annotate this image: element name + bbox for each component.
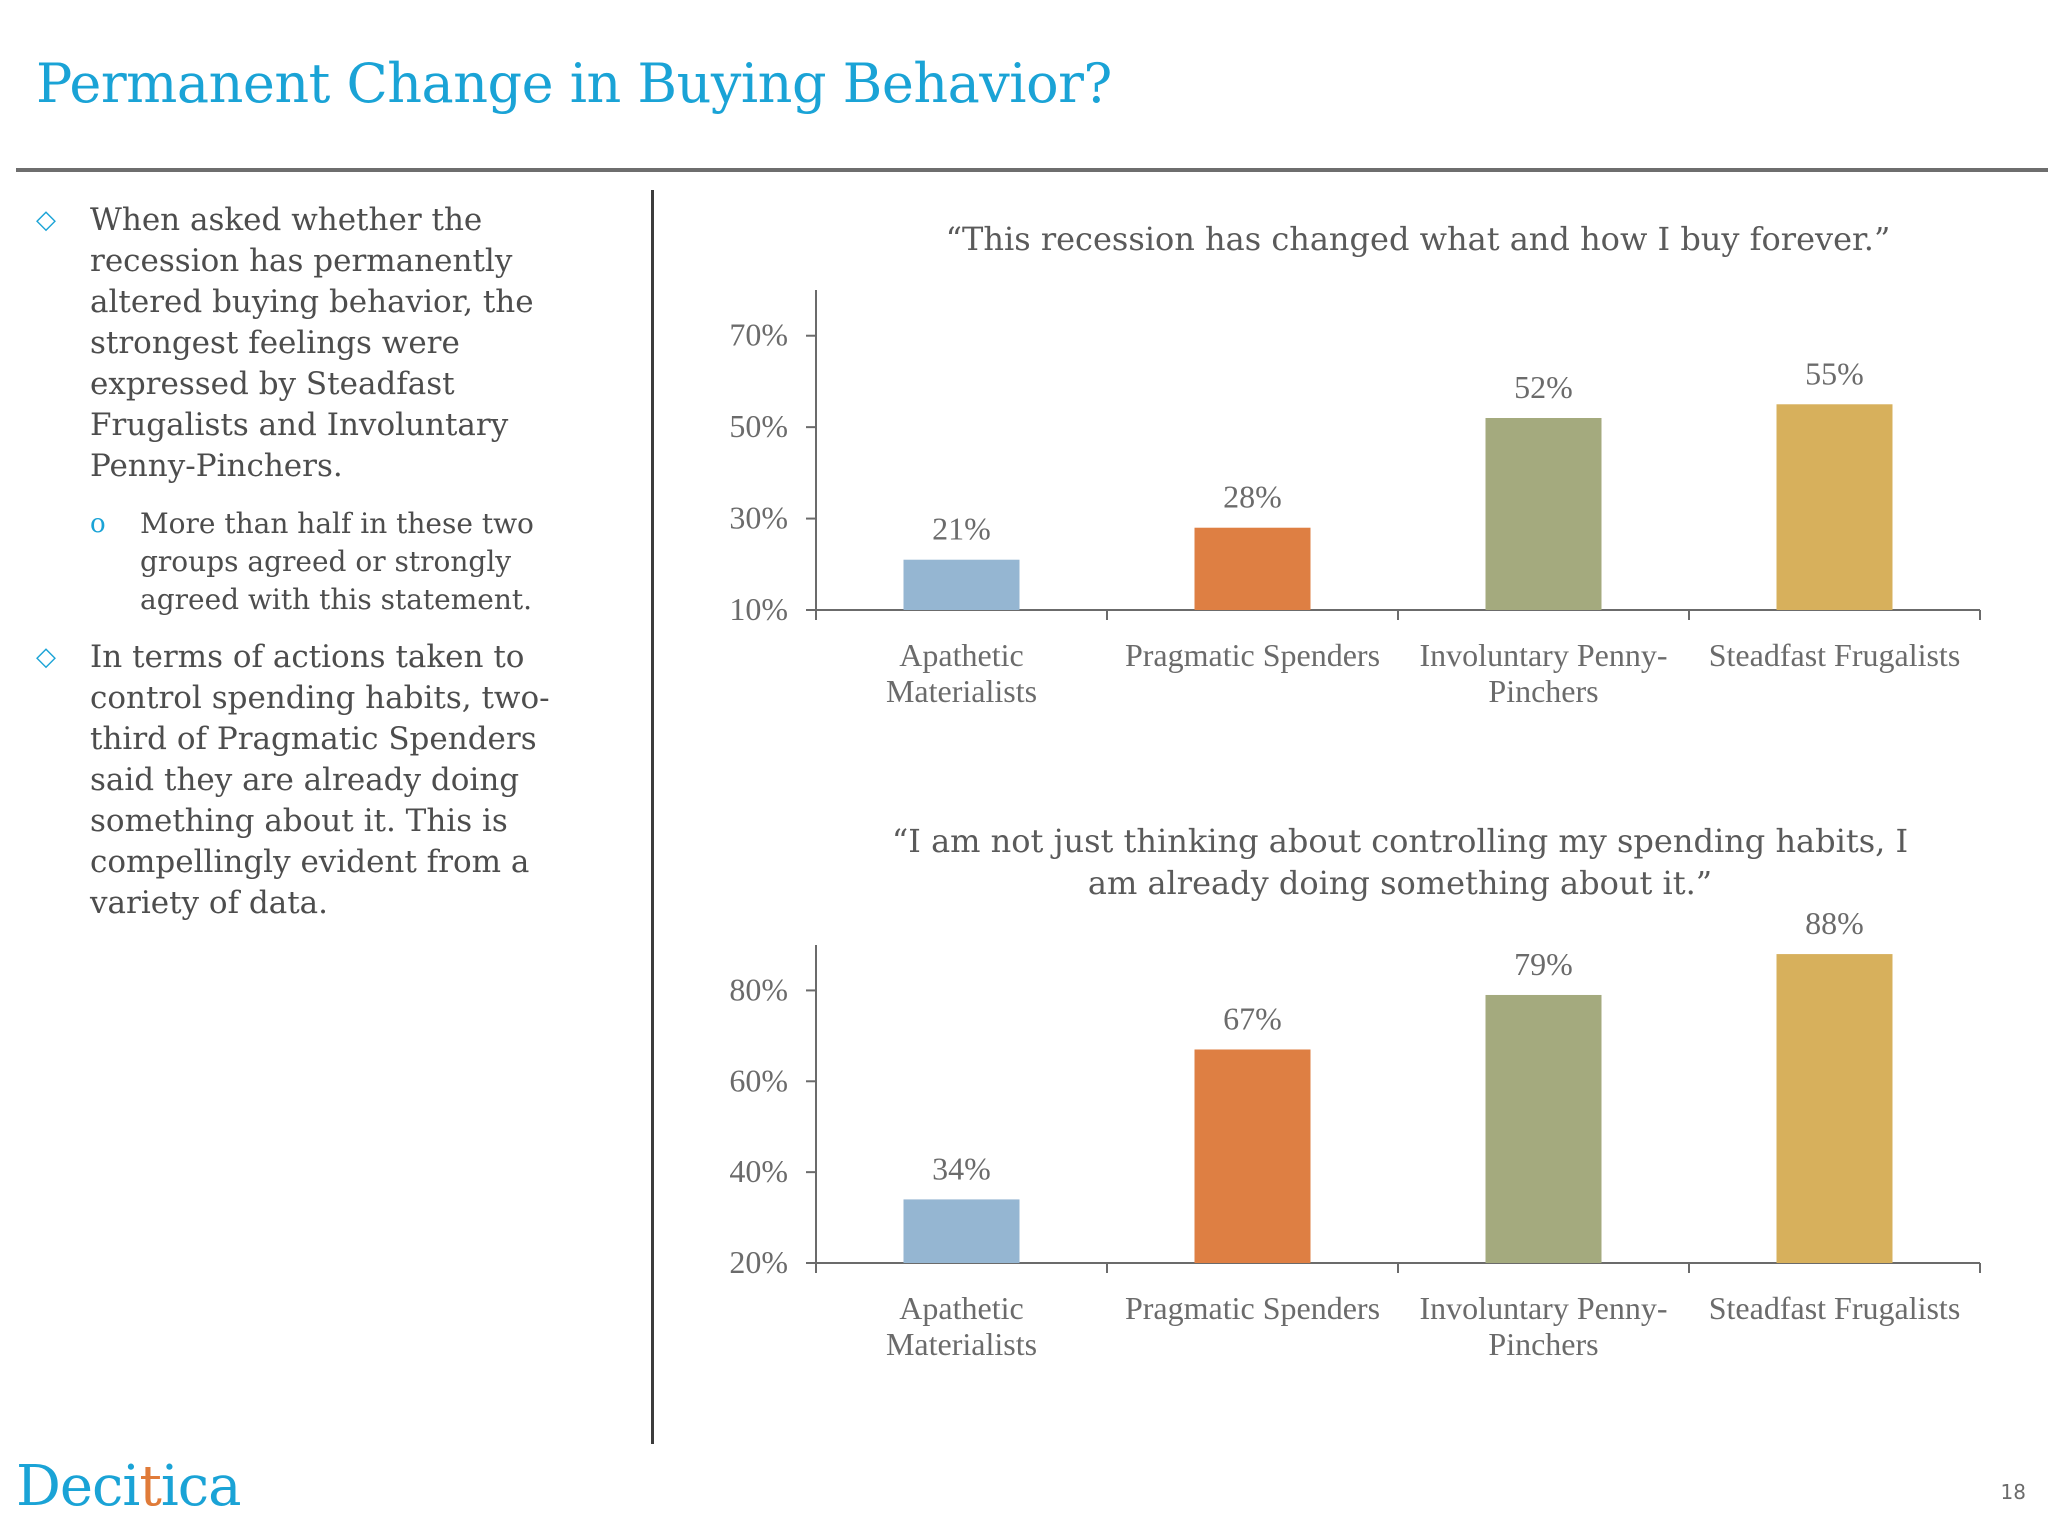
y-tick-label: 80% (729, 971, 788, 1007)
category-label: Involuntary Penny- (1420, 1290, 1668, 1326)
bullet-item: ◇ When asked whether the recession has p… (36, 200, 596, 487)
data-label: 21% (932, 511, 991, 547)
y-tick-label: 40% (729, 1153, 788, 1189)
chart-title: am already doing something about it.” (1088, 864, 1712, 902)
data-label: 28% (1223, 479, 1282, 515)
circle-bullet-icon: o (90, 509, 106, 539)
category-label: Involuntary Penny- (1420, 637, 1668, 673)
bar (903, 559, 1020, 610)
bullet-text: In terms of actions taken to control spe… (90, 639, 550, 921)
bullet-item: ◇ In terms of actions taken to control s… (36, 637, 596, 924)
category-label: Pinchers (1488, 1326, 1598, 1362)
data-label: 67% (1223, 1000, 1282, 1036)
diamond-bullet-icon: ◇ (36, 642, 56, 672)
data-label: 79% (1514, 946, 1573, 982)
category-label: Materialists (886, 1326, 1037, 1362)
chart-title: “This recession has changed what and how… (946, 220, 1891, 258)
data-label: 88% (1805, 905, 1864, 941)
category-label: Steadfast Frugalists (1709, 1290, 1961, 1326)
bar (1485, 418, 1602, 610)
title-divider (16, 168, 2048, 172)
bar (1776, 404, 1893, 610)
bullet-text: When asked whether the recession has per… (90, 202, 534, 484)
diamond-bullet-icon: ◇ (36, 205, 56, 235)
category-label: Apathetic (899, 637, 1023, 673)
data-label: 52% (1514, 369, 1573, 405)
sub-bullet-text: More than half in these two groups agree… (140, 507, 534, 616)
data-label: 34% (932, 1150, 991, 1186)
logo-text: ica (160, 1454, 242, 1519)
category-label: Steadfast Frugalists (1709, 637, 1961, 673)
category-label: Pragmatic Spenders (1125, 637, 1380, 673)
bullet-list: ◇ When asked whether the recession has p… (36, 200, 596, 942)
data-label: 55% (1805, 355, 1864, 391)
y-tick-label: 60% (729, 1062, 788, 1098)
y-tick-label: 20% (729, 1244, 788, 1280)
bar (1776, 954, 1893, 1263)
column-divider (651, 190, 654, 1444)
bar (1485, 994, 1602, 1263)
logo-text-accent: t (139, 1454, 161, 1519)
category-label: Pinchers (1488, 673, 1598, 709)
y-tick-label: 70% (729, 317, 788, 353)
decitica-logo: Decitica (16, 1454, 241, 1519)
logo-text: Deci (16, 1454, 140, 1519)
sub-bullet-item: o More than half in these two groups agr… (90, 505, 596, 619)
slide-title: Permanent Change in Buying Behavior? (36, 52, 1112, 115)
bar (903, 1199, 1020, 1263)
y-tick-label: 50% (729, 408, 788, 444)
bar (1194, 1049, 1311, 1263)
category-label: Materialists (886, 673, 1037, 709)
category-label: Pragmatic Spenders (1125, 1290, 1380, 1326)
category-label: Apathetic (899, 1290, 1023, 1326)
page-number: 18 (2000, 1480, 2026, 1504)
bar (1194, 527, 1311, 610)
y-tick-label: 10% (729, 591, 788, 627)
y-tick-label: 30% (729, 500, 788, 536)
chart-title: “I am not just thinking about controllin… (892, 822, 1908, 860)
